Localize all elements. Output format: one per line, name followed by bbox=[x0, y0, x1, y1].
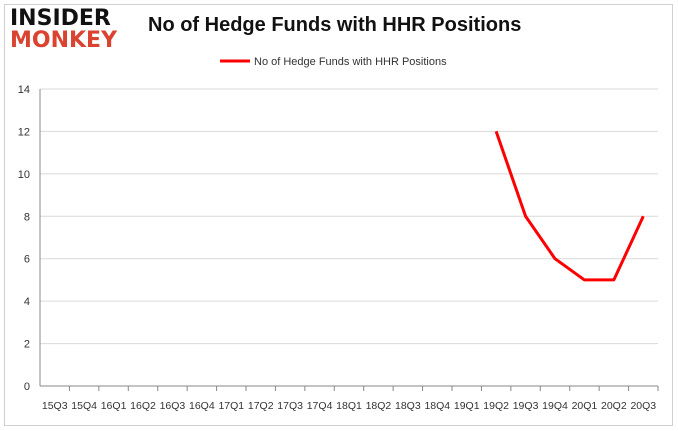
insider-monkey-logo: INSIDER MONKEY bbox=[10, 8, 117, 52]
x-tick-label: 16Q4 bbox=[189, 400, 215, 412]
x-tick-label: 20Q3 bbox=[630, 400, 656, 412]
legend-label: No of Hedge Funds with HHR Positions bbox=[254, 56, 447, 68]
y-tick-label: 14 bbox=[18, 84, 30, 96]
x-tick-label: 15Q4 bbox=[71, 400, 97, 412]
x-tick-label: 20Q1 bbox=[572, 400, 598, 412]
x-tick-label: 20Q2 bbox=[601, 400, 627, 412]
logo-line2: MONKEY bbox=[10, 28, 118, 53]
series-line bbox=[494, 130, 645, 282]
x-tick-label: 19Q2 bbox=[483, 400, 509, 412]
chart-title: No of Hedge Funds with HHR Positions bbox=[148, 14, 522, 36]
x-tick-label: 19Q3 bbox=[513, 400, 539, 412]
chart-frame bbox=[4, 4, 673, 426]
x-tick-label: 18Q3 bbox=[395, 400, 421, 412]
x-tick-label: 18Q4 bbox=[424, 400, 450, 412]
x-tick-label: 16Q2 bbox=[130, 400, 156, 412]
x-tick-label: 17Q2 bbox=[248, 400, 274, 412]
y-tick-label: 8 bbox=[24, 211, 30, 223]
x-tick-label: 16Q1 bbox=[101, 400, 127, 412]
y-tick-label: 0 bbox=[24, 381, 30, 393]
x-tick-label: 18Q1 bbox=[336, 400, 362, 412]
y-tick-label: 2 bbox=[24, 339, 30, 351]
y-tick-label: 10 bbox=[18, 169, 30, 181]
y-tick-label: 6 bbox=[24, 254, 30, 266]
x-tick-label: 17Q3 bbox=[277, 400, 303, 412]
y-tick-label: 12 bbox=[18, 126, 30, 138]
x-tick-label: 17Q1 bbox=[218, 400, 244, 412]
y-tick-label: 4 bbox=[24, 296, 30, 308]
x-tick-label: 17Q4 bbox=[307, 400, 333, 412]
x-tick-label: 18Q2 bbox=[366, 400, 392, 412]
x-tick-label: 16Q3 bbox=[160, 400, 186, 412]
x-tick-label: 19Q1 bbox=[454, 400, 480, 412]
x-tick-label: 15Q3 bbox=[42, 400, 68, 412]
logo-line1: INSIDER bbox=[10, 6, 111, 31]
x-tick-label: 19Q4 bbox=[542, 400, 568, 412]
